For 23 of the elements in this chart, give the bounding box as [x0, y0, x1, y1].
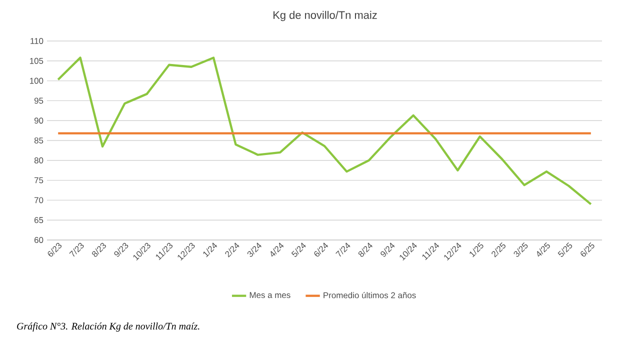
y-tick-label: 85	[34, 138, 44, 144]
y-tick-label: 110	[30, 38, 44, 44]
x-tick-label: 6/24	[314, 242, 328, 257]
chart-title: Kg de novillo/Tn maiz	[274, 10, 377, 22]
x-tick-label: 7/23	[69, 242, 84, 257]
legend-label: Promedio últimos 2 años	[324, 292, 416, 298]
y-tick-label: 80	[34, 157, 44, 164]
x-tick-label: 6/25	[580, 242, 594, 257]
text: Gráfico N°3. Relación Kg de novillo/Tn maíz.	[17, 322, 200, 332]
legend-label: Mes a mes	[250, 292, 290, 298]
x-tick-label: 7/24	[336, 242, 350, 257]
x-tick-label: 6/23	[48, 242, 62, 257]
y-tick-label: 65	[34, 217, 44, 224]
y-tick-label: 70	[34, 197, 44, 204]
y-tick-label: 100	[30, 78, 44, 84]
y-tick-label: 105	[30, 58, 44, 64]
x-tick-label: 4/25	[537, 242, 550, 257]
y-tick-label: 75	[34, 177, 44, 184]
y-tick-label: 60	[34, 237, 44, 243]
line-series	[57, 56, 592, 206]
y-tick-label: 95	[34, 98, 44, 104]
y-tick-label: 90	[34, 118, 44, 124]
x-tick-label: 4/24	[270, 242, 284, 257]
